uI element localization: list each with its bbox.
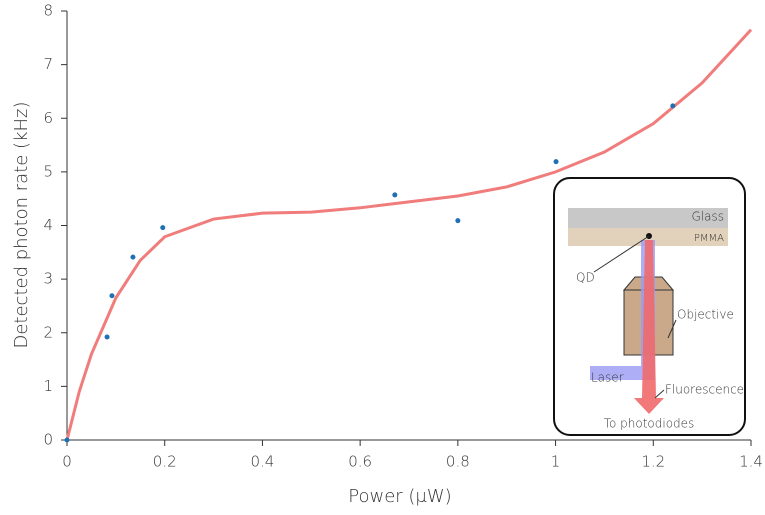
- data-point: [670, 103, 676, 109]
- x-tick-label: 0.6: [348, 453, 372, 471]
- y-tick-label: 5: [43, 162, 53, 180]
- objective-label: Objective: [677, 308, 734, 322]
- x-tick-label: 0.4: [250, 453, 274, 471]
- data-point: [64, 437, 70, 443]
- y-tick-label: 0: [43, 431, 53, 449]
- x-tick-label: 0.8: [446, 453, 470, 471]
- fluorescence-beam: [634, 240, 664, 414]
- x-axis-label: Power (μW): [348, 486, 451, 507]
- x-tick-label: 1: [551, 453, 561, 471]
- data-point: [109, 293, 115, 299]
- data-point: [104, 334, 110, 340]
- data-point: [553, 159, 559, 165]
- fluorescence-label: Fluorescence: [665, 383, 744, 397]
- y-tick-label: 8: [43, 2, 53, 20]
- y-tick-label: 7: [43, 55, 53, 73]
- y-tick-label: 2: [43, 323, 53, 341]
- y-tick-label: 1: [43, 377, 53, 395]
- x-tick-label: 1.2: [641, 453, 665, 471]
- fit-line: [65, 28, 753, 441]
- glass-label: Glass: [692, 210, 725, 224]
- fluorescence-pointer: [654, 389, 665, 399]
- pmma-label: PMMA: [694, 233, 724, 244]
- y-axis-label: Detected photon rate (kHz): [11, 101, 32, 348]
- glass-layer: [568, 208, 728, 228]
- y-tick-label: 4: [43, 216, 53, 234]
- objective-pointer: [667, 319, 677, 339]
- y-tick-label: 3: [43, 270, 53, 288]
- data-point: [130, 254, 136, 260]
- x-tick-label: 0: [62, 453, 72, 471]
- laser-label: Laser: [591, 371, 624, 385]
- detector-label: To photodiodes: [604, 417, 695, 431]
- inset: Glass PMMA QD Objective Laser Fluorescen…: [553, 177, 746, 436]
- y-tick-label: 6: [43, 109, 53, 127]
- qd-pointer: [593, 235, 650, 273]
- x-tick-label: 1.4: [739, 453, 763, 471]
- qd-label: QD: [576, 271, 595, 285]
- x-tick-label: 0.2: [153, 453, 177, 471]
- data-point: [160, 225, 166, 231]
- data-point: [392, 192, 398, 198]
- data-point: [455, 218, 461, 224]
